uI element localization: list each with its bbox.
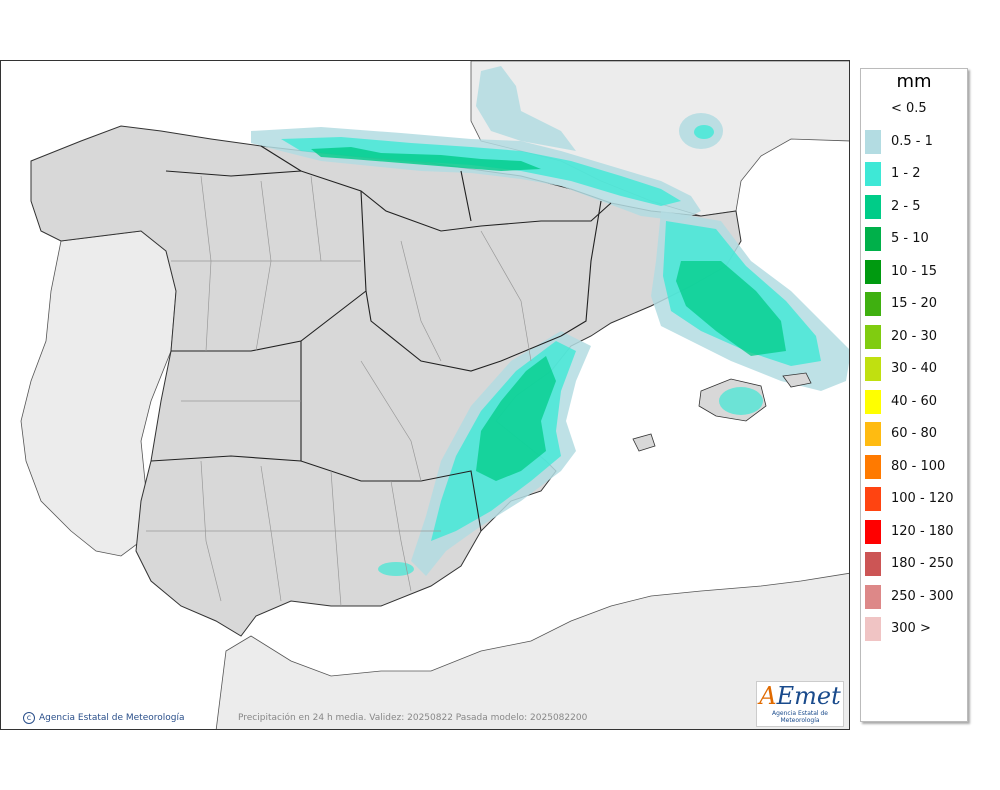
legend-swatch xyxy=(865,97,881,121)
legend-item: 80 - 100 xyxy=(865,454,965,479)
logo-letters: Emet xyxy=(776,682,841,710)
regional-borders xyxy=(150,145,612,532)
legend-item: 0.5 - 1 xyxy=(865,129,965,154)
precip-catalonia-heavy xyxy=(676,261,786,356)
aemet-logo: AEmet Agencia Estatal de Meteorología xyxy=(756,681,844,727)
legend-item: 120 - 180 xyxy=(865,519,965,544)
legend-swatch xyxy=(865,227,881,251)
legend-swatch xyxy=(865,129,881,154)
legend-swatch xyxy=(865,292,881,316)
legend-label: 40 - 60 xyxy=(891,393,938,409)
precip-mallorca xyxy=(719,387,763,415)
legend-swatch xyxy=(865,259,881,284)
africa-land xyxy=(215,572,849,729)
legend-swatch xyxy=(865,422,881,446)
legend-item: 300 > xyxy=(865,617,965,641)
precipitation-map: c Agencia Estatal de Meteorología Precipi… xyxy=(0,60,850,730)
legend-item: 250 - 300 xyxy=(865,584,965,609)
agency-credit: c Agencia Estatal de Meteorología xyxy=(23,712,185,724)
legend-label: 10 - 15 xyxy=(891,263,938,279)
legend-label: 15 - 20 xyxy=(891,296,938,311)
legend-item: 2 - 5 xyxy=(865,194,965,219)
credit-text: Agencia Estatal de Meteorología xyxy=(39,713,185,723)
legend-swatch xyxy=(865,454,881,479)
legend-label: < 0.5 xyxy=(891,101,927,116)
legend-item: 20 - 30 xyxy=(865,324,965,349)
legend-item: 180 - 250 xyxy=(865,552,965,576)
logo-letter-a: A xyxy=(759,682,777,710)
legend-label: 120 - 180 xyxy=(891,523,954,539)
legend-label: 250 - 300 xyxy=(891,588,954,604)
balearic-menorca xyxy=(782,372,812,388)
precip-south-spot xyxy=(378,562,414,576)
provincial-borders xyxy=(146,175,532,607)
legend-swatch xyxy=(865,487,881,511)
legend-label: 2 - 5 xyxy=(891,198,921,214)
legend-swatch xyxy=(865,519,881,544)
legend-item: 15 - 20 xyxy=(865,292,965,316)
legend-panel: mm < 0.5 0.5 - 1 1 - 2 2 - 5 5 - 10 10 - 15 15… xyxy=(860,68,968,722)
legend-label: 300 > xyxy=(891,621,931,636)
copyright-icon: c xyxy=(23,712,35,724)
legend-label: 5 - 10 xyxy=(891,231,929,246)
legend-label: 60 - 80 xyxy=(891,426,938,441)
map-canvas xyxy=(1,61,849,729)
precip-biscay-plume xyxy=(476,66,576,151)
precip-valencia-heavy xyxy=(476,356,556,481)
legend-label: 100 - 120 xyxy=(891,491,954,506)
legend-item: 1 - 2 xyxy=(865,162,965,186)
precip-gulf-spot-core xyxy=(694,125,714,139)
legend-swatch xyxy=(865,194,881,219)
legend-swatch xyxy=(865,324,881,349)
legend-title: mm xyxy=(896,71,932,92)
legend-label: 30 - 40 xyxy=(891,361,938,376)
legend-item: 30 - 40 xyxy=(865,357,965,381)
legend-item: 10 - 15 xyxy=(865,259,965,284)
legend-item: 5 - 10 xyxy=(865,227,965,251)
legend-swatch xyxy=(865,584,881,609)
precip-north-heavy xyxy=(311,147,541,171)
legend-swatch xyxy=(865,162,881,186)
logo-subtitle: Agencia Estatal de Meteorología xyxy=(771,710,828,724)
logo-brand: AEmet xyxy=(757,682,843,710)
balearic-ibiza xyxy=(632,433,656,452)
legend-swatch xyxy=(865,617,881,641)
legend-swatch xyxy=(865,357,881,381)
legend-item: 100 - 120 xyxy=(865,487,965,511)
legend-label: 1 - 2 xyxy=(891,166,921,181)
legend-item: 40 - 60 xyxy=(865,389,965,414)
legend-label: 80 - 100 xyxy=(891,458,946,474)
legend-item: 60 - 80 xyxy=(865,422,965,446)
legend-swatch xyxy=(865,552,881,576)
legend-label: 20 - 30 xyxy=(891,328,938,344)
legend-label: 0.5 - 1 xyxy=(891,133,933,149)
legend-swatch xyxy=(865,389,881,414)
legend-item: < 0.5 xyxy=(865,97,965,121)
map-caption: Precipitación en 24 h media. Validez: 20… xyxy=(238,713,588,723)
legend-label: 180 - 250 xyxy=(891,556,954,571)
